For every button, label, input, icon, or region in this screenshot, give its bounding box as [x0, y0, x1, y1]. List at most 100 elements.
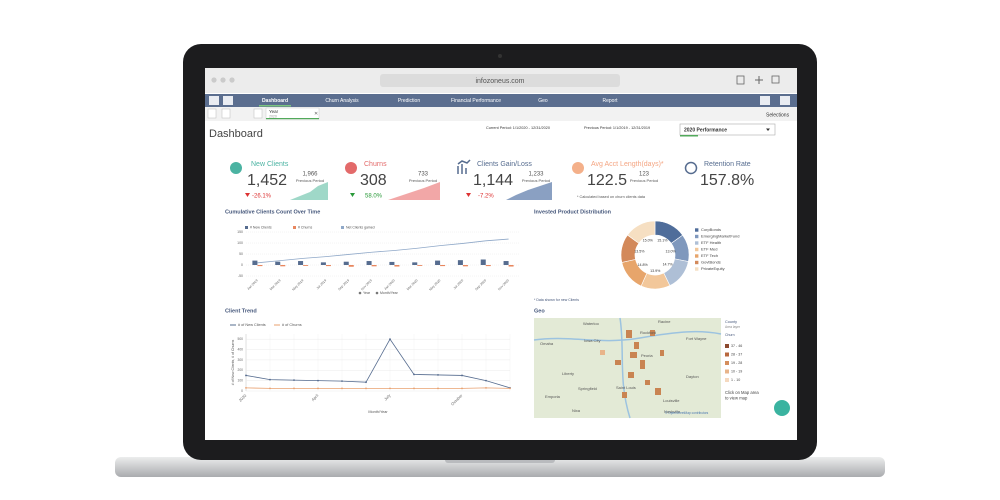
river — [533, 330, 722, 342]
nav-item[interactable]: Dashboard — [262, 98, 288, 104]
bar — [394, 265, 400, 267]
drill-marker — [358, 291, 362, 295]
legend-swatch — [695, 260, 699, 265]
tabs-icon[interactable] — [771, 75, 780, 84]
nav-item[interactable]: Churn Analysis — [325, 98, 359, 104]
point — [413, 373, 415, 376]
camera — [498, 54, 502, 58]
slice-label: 14.8% — [638, 263, 649, 267]
nav-item[interactable]: Prediction — [398, 98, 420, 104]
legend-swatch — [695, 234, 699, 239]
kpi-value: 1,144 — [473, 172, 513, 189]
y-tick-label: 100 — [237, 379, 243, 383]
kpi-title: New Clients — [251, 161, 289, 168]
nav-icon[interactable] — [780, 96, 790, 105]
point — [485, 379, 487, 382]
bar — [503, 261, 509, 265]
legend-swatch — [695, 228, 699, 232]
drill-marker — [375, 291, 379, 295]
dropdown[interactable] — [679, 123, 776, 136]
down-arrow — [466, 193, 471, 197]
sparkline — [388, 182, 440, 200]
kpi-value: 308 — [360, 172, 387, 189]
point — [269, 378, 271, 381]
bar — [457, 260, 463, 265]
bar — [371, 265, 377, 267]
x-tick-label: Jul 2020 — [453, 278, 465, 290]
drill-label[interactable]: Month/Year — [380, 291, 399, 295]
city-label: Fort Wayne — [686, 336, 707, 341]
kpi-title: Churns — [364, 161, 387, 168]
bar — [320, 262, 326, 265]
legend-label: # Churns — [298, 226, 312, 230]
point — [365, 381, 367, 384]
map-legend — [722, 318, 775, 400]
kpi-icon — [457, 159, 471, 174]
city-label: Emporia — [545, 394, 561, 399]
bar — [508, 265, 514, 267]
city-label: Rockford — [640, 330, 656, 335]
menu-button[interactable] — [209, 96, 219, 105]
legend-label: # of New Clients — [238, 323, 266, 327]
legend-label: ETF Tech — [701, 253, 718, 258]
slice-label: 15.0% — [643, 239, 654, 243]
point — [509, 387, 511, 390]
filter-clear[interactable]: ✕ — [314, 111, 318, 117]
bar — [485, 265, 491, 267]
bar — [366, 261, 372, 265]
point — [341, 380, 343, 383]
point — [461, 387, 463, 390]
bar — [480, 259, 486, 265]
bar — [440, 265, 446, 267]
city-label: Saint Louis — [616, 385, 636, 390]
tool-button[interactable] — [207, 108, 217, 119]
dropdown-text: 2020 Performance — [684, 127, 727, 133]
sparkline — [290, 182, 328, 200]
slice-label: 14.7% — [663, 263, 674, 267]
y-tick-label: 0 — [241, 389, 243, 393]
kpi-previous: 1,233 — [528, 172, 544, 178]
filter-field: Year — [269, 109, 279, 114]
kpi-title: Clients Gain/Loss — [477, 161, 532, 168]
legend-swatch — [293, 226, 296, 229]
y-tick-label: 150 — [237, 230, 243, 234]
bar — [417, 265, 423, 266]
legend-label: PrivateEquity — [701, 266, 725, 271]
nav-item[interactable]: Financial Performance — [451, 98, 501, 104]
nav-item[interactable]: Geo — [538, 98, 548, 104]
slice-label: 15.1% — [657, 239, 668, 243]
city-label: Omaha — [540, 341, 554, 346]
new-tab-icon[interactable] — [755, 76, 763, 84]
nav-item[interactable]: Report — [602, 98, 618, 104]
bar — [343, 261, 349, 265]
window-dot[interactable] — [211, 77, 217, 83]
nav-icon[interactable] — [760, 96, 770, 105]
city-label: Louisville — [663, 398, 680, 403]
point — [317, 379, 319, 382]
kpi-icon — [684, 161, 698, 175]
y-tick-label: 50 — [239, 252, 243, 256]
city-label: Nixa — [572, 408, 581, 413]
drill-label[interactable]: Year — [363, 291, 371, 295]
laptop-base — [115, 457, 885, 477]
bar — [462, 265, 468, 267]
pie-slice — [627, 220, 656, 244]
x-tick-label: April — [310, 393, 319, 402]
down-arrow — [350, 193, 355, 197]
selections[interactable]: Selections — [766, 112, 790, 118]
county-areas — [600, 330, 664, 398]
url-box[interactable] — [380, 74, 620, 87]
tool-button[interactable] — [221, 108, 231, 119]
city-label: Racine — [658, 319, 671, 324]
share-icon[interactable] — [736, 75, 745, 85]
bar — [435, 260, 441, 265]
app-button[interactable] — [223, 96, 233, 105]
tool-button[interactable] — [253, 108, 263, 119]
window-dot[interactable] — [229, 77, 235, 83]
map-button[interactable] — [774, 400, 790, 416]
city-label: Nashville — [664, 409, 681, 414]
window-dot[interactable] — [220, 77, 226, 83]
kpi-previous-label: Previous Period — [409, 178, 437, 183]
legend-label: ETF Med — [701, 247, 717, 252]
